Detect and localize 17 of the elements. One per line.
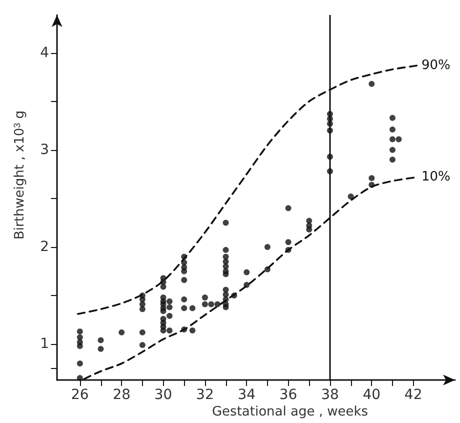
y-axis-title: Birthweight , x103 g: [12, 110, 28, 240]
x-tick-label: 40: [362, 387, 381, 403]
x-tick-label: 26: [71, 387, 89, 403]
x-tick-label: 38: [321, 387, 339, 403]
x-tick-label: 36: [279, 387, 298, 403]
y-tick-label: 1: [40, 336, 49, 352]
series-label: 10%: [421, 170, 450, 185]
x-tick-label: 30: [154, 387, 172, 403]
x-axis-title: Gestational age , weeks: [212, 404, 368, 420]
y-tick-label: 2: [40, 239, 49, 256]
x-tick-label: 42: [404, 387, 422, 403]
y-tick-label: 4: [40, 44, 50, 61]
x-tick-label: 34: [238, 387, 256, 403]
y-tick-label: 3: [40, 142, 49, 158]
x-tick-label: 32: [196, 387, 214, 403]
series-label: 90%: [421, 58, 450, 73]
x-tick-label: 28: [112, 387, 131, 403]
